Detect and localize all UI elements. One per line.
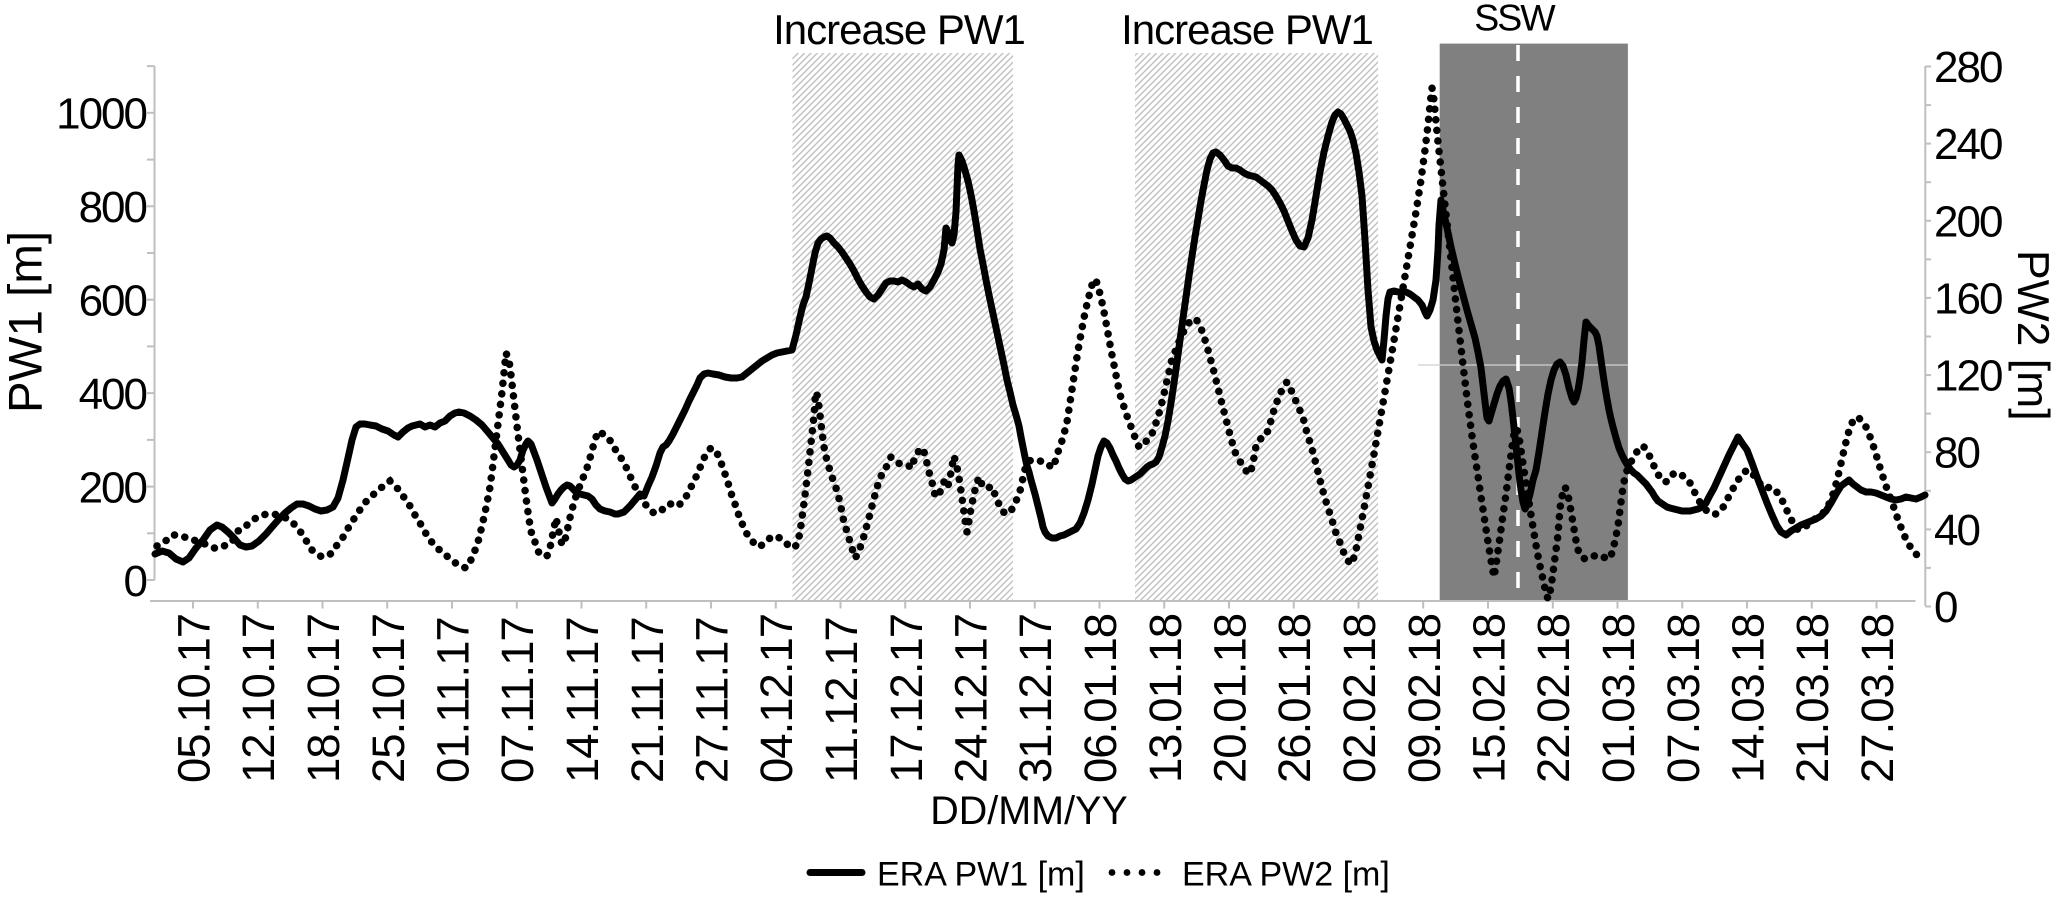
svg-text:07.11.17: 07.11.17 xyxy=(492,617,543,783)
svg-text:17.12.17: 17.12.17 xyxy=(881,614,932,783)
svg-text:12.10.17: 12.10.17 xyxy=(233,614,284,783)
svg-text:DD/MM/YY: DD/MM/YY xyxy=(930,789,1128,833)
svg-text:ERA PW2 [m]: ERA PW2 [m] xyxy=(1182,856,1390,894)
svg-text:15.02.18: 15.02.18 xyxy=(1464,614,1515,783)
svg-text:400: 400 xyxy=(79,370,147,419)
svg-text:0: 0 xyxy=(124,557,147,606)
svg-text:05.10.17: 05.10.17 xyxy=(169,614,220,783)
svg-text:11.12.17: 11.12.17 xyxy=(816,617,867,783)
svg-text:21.03.18: 21.03.18 xyxy=(1787,614,1838,783)
svg-text:24.12.17: 24.12.17 xyxy=(946,614,997,783)
svg-text:280: 280 xyxy=(1934,43,2002,92)
svg-text:14.11.17: 14.11.17 xyxy=(557,617,608,783)
svg-text:26.01.18: 26.01.18 xyxy=(1269,614,1320,783)
svg-text:07.03.18: 07.03.18 xyxy=(1658,614,1709,783)
svg-text:04.12.17: 04.12.17 xyxy=(751,614,802,783)
svg-text:800: 800 xyxy=(79,183,147,232)
svg-text:02.02.18: 02.02.18 xyxy=(1334,614,1385,783)
svg-text:31.12.17: 31.12.17 xyxy=(1010,614,1061,783)
svg-text:01.11.17: 01.11.17 xyxy=(428,617,479,783)
svg-text:240: 240 xyxy=(1934,120,2002,169)
svg-text:160: 160 xyxy=(1934,274,2002,323)
svg-text:SSW: SSW xyxy=(1474,0,1556,39)
svg-text:1000: 1000 xyxy=(56,90,146,139)
svg-text:0: 0 xyxy=(1934,583,1957,632)
svg-text:600: 600 xyxy=(79,277,147,326)
svg-text:ERA PW1 [m]: ERA PW1 [m] xyxy=(877,856,1085,894)
svg-text:21.11.17: 21.11.17 xyxy=(622,617,673,783)
svg-text:18.10.17: 18.10.17 xyxy=(298,614,349,783)
svg-text:01.03.18: 01.03.18 xyxy=(1593,614,1644,783)
svg-text:200: 200 xyxy=(79,464,147,513)
svg-text:13.01.18: 13.01.18 xyxy=(1140,614,1191,783)
svg-text:Increase PW1: Increase PW1 xyxy=(1121,6,1373,53)
svg-text:06.01.18: 06.01.18 xyxy=(1075,614,1126,783)
svg-text:22.02.18: 22.02.18 xyxy=(1528,614,1579,783)
svg-text:14.03.18: 14.03.18 xyxy=(1723,614,1774,783)
svg-text:120: 120 xyxy=(1934,352,2002,401)
svg-text:27.03.18: 27.03.18 xyxy=(1852,614,1903,783)
svg-text:80: 80 xyxy=(1934,429,1979,478)
svg-text:09.02.18: 09.02.18 xyxy=(1399,614,1450,783)
svg-text:20.01.18: 20.01.18 xyxy=(1205,614,1256,783)
svg-text:PW1 [m]: PW1 [m] xyxy=(0,231,53,413)
svg-text:Increase PW1: Increase PW1 xyxy=(773,6,1025,53)
svg-text:27.11.17: 27.11.17 xyxy=(687,617,738,783)
svg-text:200: 200 xyxy=(1934,197,2002,246)
svg-text:PW2 [m]: PW2 [m] xyxy=(2008,250,2057,421)
svg-text:40: 40 xyxy=(1934,506,1979,555)
svg-text:25.10.17: 25.10.17 xyxy=(363,614,414,783)
